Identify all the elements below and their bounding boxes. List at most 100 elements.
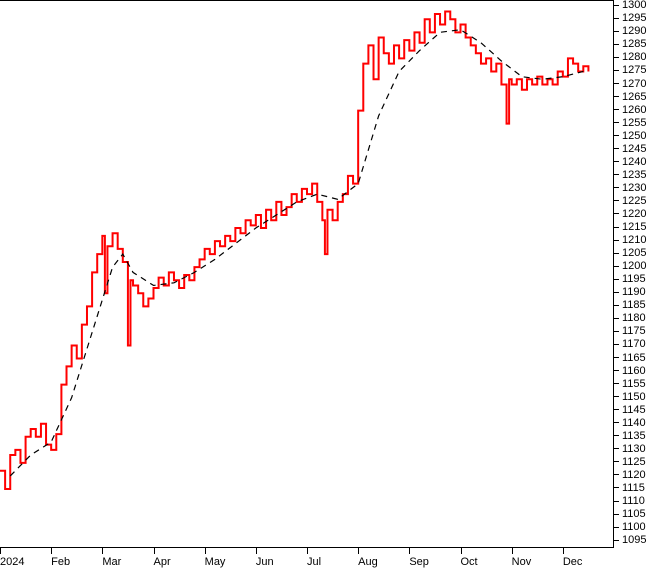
y-tick-label: 1205 [622, 247, 646, 259]
y-tick: 1215 [614, 221, 646, 233]
x-tick-label: May [205, 556, 226, 568]
y-tick-mark [614, 487, 619, 488]
y-tick-label: 1225 [622, 195, 646, 207]
y-tick-mark [614, 357, 619, 358]
y-tick: 1245 [614, 143, 646, 155]
x-tick: 2024 [0, 548, 24, 568]
y-tick-label: 1200 [622, 260, 646, 272]
y-tick-label: 1230 [622, 182, 646, 194]
y-tick-label: 1250 [622, 130, 646, 142]
y-tick: 1135 [614, 430, 646, 442]
y-tick-label: 1135 [622, 430, 646, 442]
y-tick-mark [614, 200, 619, 201]
x-tick: Nov [512, 548, 532, 568]
y-tick-label: 1150 [622, 391, 646, 403]
y-tick-label: 1240 [622, 156, 646, 168]
y-tick-label: 1260 [622, 104, 646, 116]
y-tick-mark [614, 5, 619, 6]
y-tick: 1270 [614, 78, 646, 90]
y-tick-mark [614, 18, 619, 19]
y-tick: 1145 [614, 404, 646, 416]
x-tick-mark [563, 548, 564, 554]
x-tick-label: Nov [512, 556, 532, 568]
series-moving-average [10, 30, 583, 476]
x-tick: Jul [307, 548, 321, 568]
y-tick: 1280 [614, 51, 646, 63]
y-tick: 1265 [614, 91, 646, 103]
x-tick-label: Apr [154, 556, 171, 568]
y-tick-mark [614, 266, 619, 267]
y-tick-label: 1195 [622, 273, 646, 285]
y-tick: 1120 [614, 469, 646, 481]
x-tick-label: Feb [51, 556, 70, 568]
y-tick: 1150 [614, 391, 646, 403]
y-tick: 1175 [614, 325, 646, 337]
x-tick: May [205, 548, 226, 568]
y-tick-mark [614, 148, 619, 149]
y-tick-label: 1190 [622, 286, 646, 298]
x-tick-mark [0, 548, 1, 554]
y-tick-mark [614, 227, 619, 228]
y-tick-label: 1105 [622, 508, 646, 520]
x-tick-mark [51, 548, 52, 554]
y-tick: 1125 [614, 456, 646, 468]
y-tick: 1110 [614, 495, 645, 507]
y-axis: 1095110011051110111511201125113011351140… [614, 0, 660, 548]
y-tick: 1275 [614, 64, 646, 76]
x-tick-mark [205, 548, 206, 554]
y-tick-label: 1215 [622, 221, 646, 233]
y-tick-mark [614, 292, 619, 293]
x-tick: Aug [358, 548, 378, 568]
y-tick: 1190 [614, 286, 646, 298]
y-tick-label: 1140 [622, 417, 646, 429]
y-tick-mark [614, 540, 619, 541]
y-tick-label: 1255 [622, 117, 646, 129]
y-tick: 1225 [614, 195, 646, 207]
x-tick-label: Mar [102, 556, 121, 568]
y-tick-mark [614, 109, 619, 110]
x-tick-mark [102, 548, 103, 554]
y-tick: 1240 [614, 156, 646, 168]
x-tick-mark [512, 548, 513, 554]
y-tick-label: 1295 [622, 12, 646, 24]
y-tick-mark [614, 435, 619, 436]
x-tick: Jun [256, 548, 274, 568]
x-tick-label: Jul [307, 556, 321, 568]
y-tick-label: 1130 [622, 443, 646, 455]
y-tick-label: 1265 [622, 91, 646, 103]
y-tick: 1095 [614, 534, 646, 546]
y-tick-mark [614, 370, 619, 371]
y-tick-mark [614, 279, 619, 280]
y-tick-mark [614, 44, 619, 45]
y-tick-mark [614, 70, 619, 71]
y-tick: 1160 [614, 365, 646, 377]
y-tick-label: 1245 [622, 143, 646, 155]
x-tick: Sep [409, 548, 429, 568]
y-tick-mark [614, 213, 619, 214]
y-tick: 1100 [614, 521, 646, 533]
y-tick-label: 1275 [622, 64, 646, 76]
y-tick-label: 1155 [622, 378, 646, 390]
y-tick-label: 1115 [622, 482, 645, 494]
y-tick: 1295 [614, 12, 646, 24]
y-tick-mark [614, 240, 619, 241]
y-tick-label: 1170 [622, 338, 646, 350]
x-tick-label: Aug [358, 556, 378, 568]
y-tick-mark [614, 422, 619, 423]
y-tick-label: 1175 [622, 325, 646, 337]
x-tick-label: Dec [563, 556, 583, 568]
y-tick: 1195 [614, 273, 646, 285]
y-tick: 1130 [614, 443, 646, 455]
x-tick-label: Oct [461, 556, 478, 568]
y-tick-label: 1165 [622, 352, 646, 364]
y-tick-mark [614, 409, 619, 410]
y-tick-label: 1290 [622, 25, 646, 37]
y-tick-mark [614, 318, 619, 319]
y-tick: 1255 [614, 117, 646, 129]
x-axis: 2024 Feb Mar Apr May Jun Jul Aug Sep Oct Nov Dec [0, 548, 614, 584]
x-tick-mark [409, 548, 410, 554]
y-tick-mark [614, 187, 619, 188]
y-tick-mark [614, 396, 619, 397]
x-tick: Dec [563, 548, 583, 568]
x-tick: Apr [154, 548, 171, 568]
